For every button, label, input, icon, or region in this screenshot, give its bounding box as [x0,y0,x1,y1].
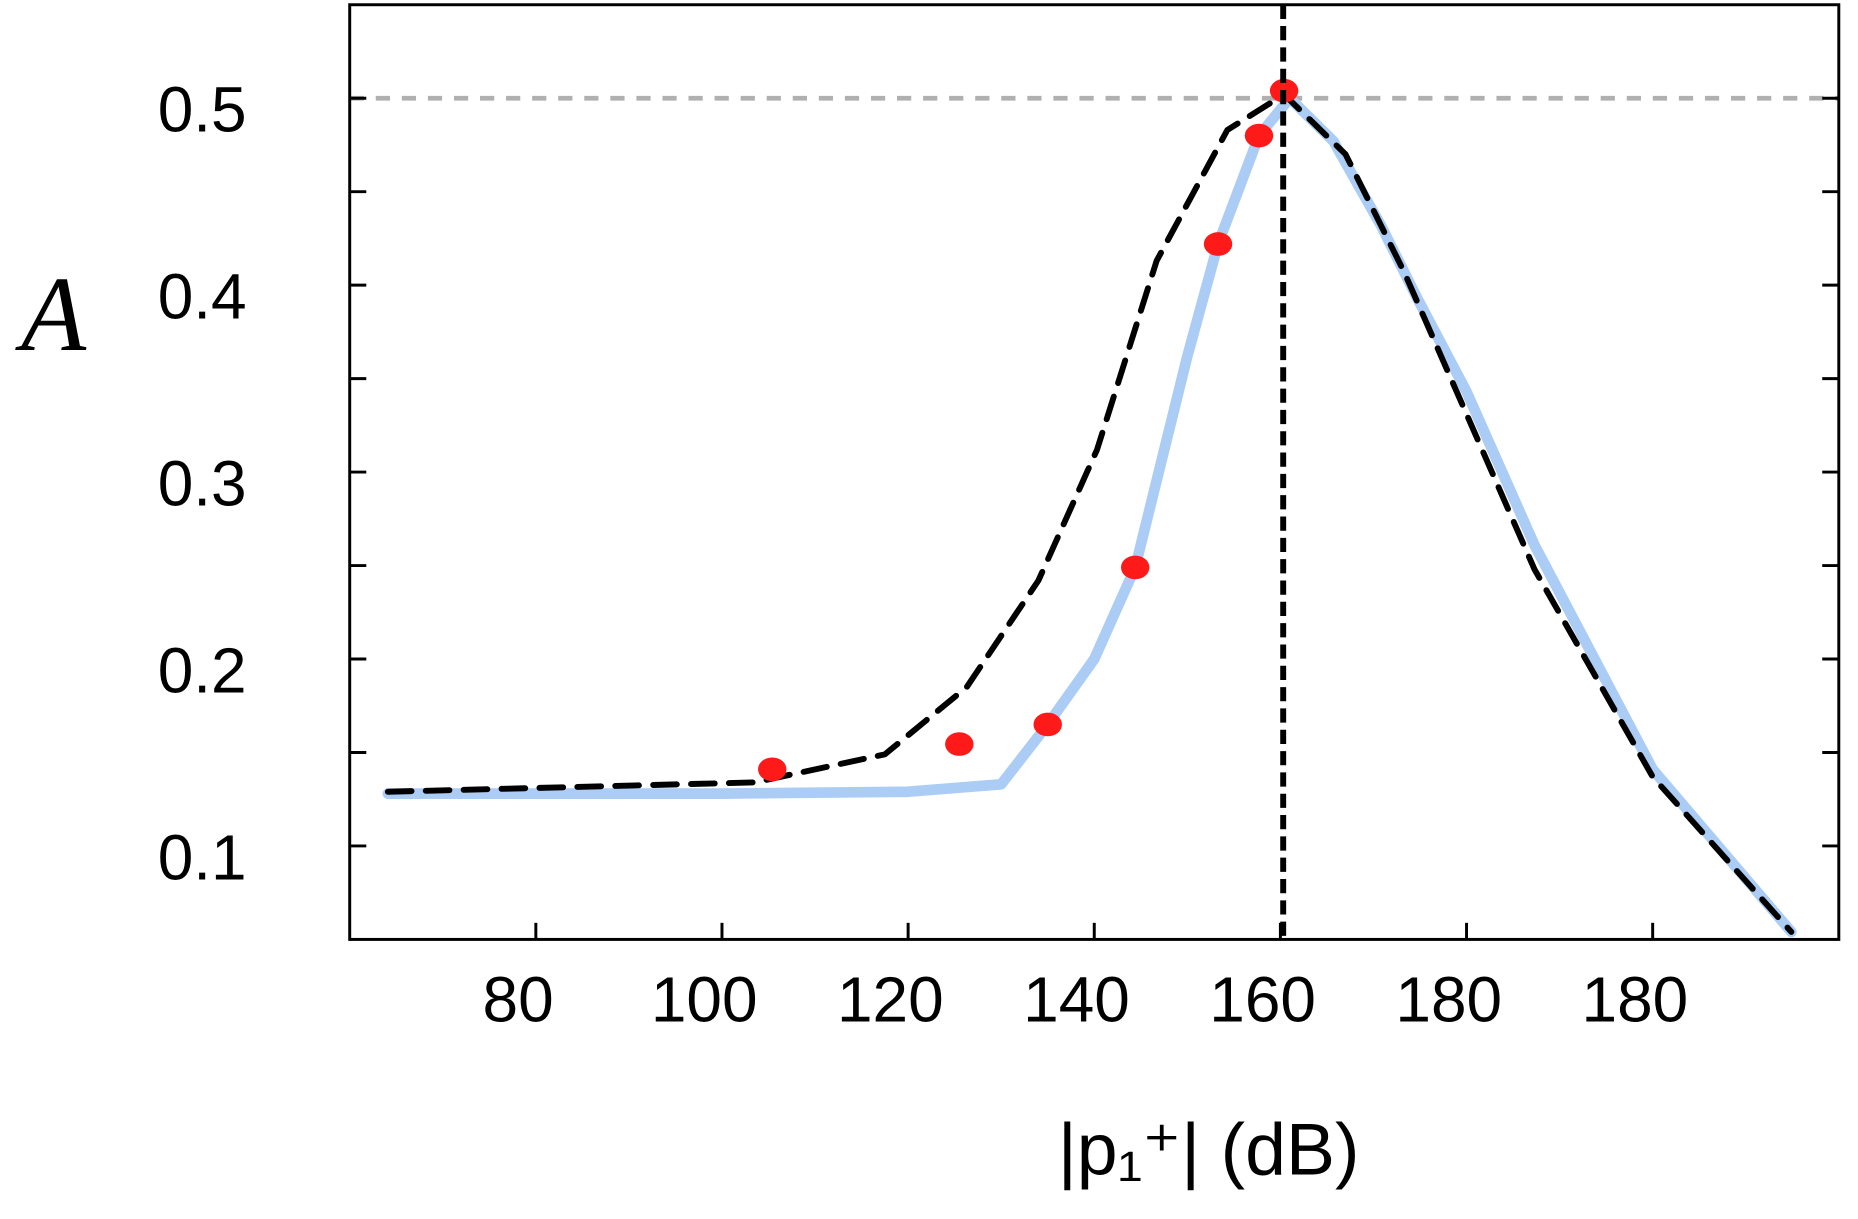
x-tick-label: 140 [1023,963,1130,1035]
data-point [758,757,787,782]
y-tick-label: 0.3 [158,448,247,520]
data-point [1203,232,1233,256]
x-tick-label: 120 [837,963,944,1035]
data-point [1033,712,1062,737]
x-tick-label: 80 [482,963,553,1035]
y-tick-label: 0.1 [158,821,247,893]
line-series [384,91,1795,935]
line-series [382,92,1797,938]
data-point [945,732,974,756]
plot-frame [348,3,1841,941]
y-axis-label: A [15,256,87,374]
y-tick-label: 0.4 [158,261,247,333]
y-tick-label: 0.2 [158,634,247,706]
y-tick-label: 0.5 [158,74,247,146]
x-tick-label: 180 [1582,963,1689,1035]
x-axis-label: |p₁⁺| (dB) [1058,1108,1360,1190]
x-tick-label: 100 [651,963,758,1035]
x-tick-label: 160 [1209,963,1316,1035]
x-tick-label: 180 [1395,963,1502,1035]
data-point [1244,123,1274,148]
data-point [1120,555,1150,580]
